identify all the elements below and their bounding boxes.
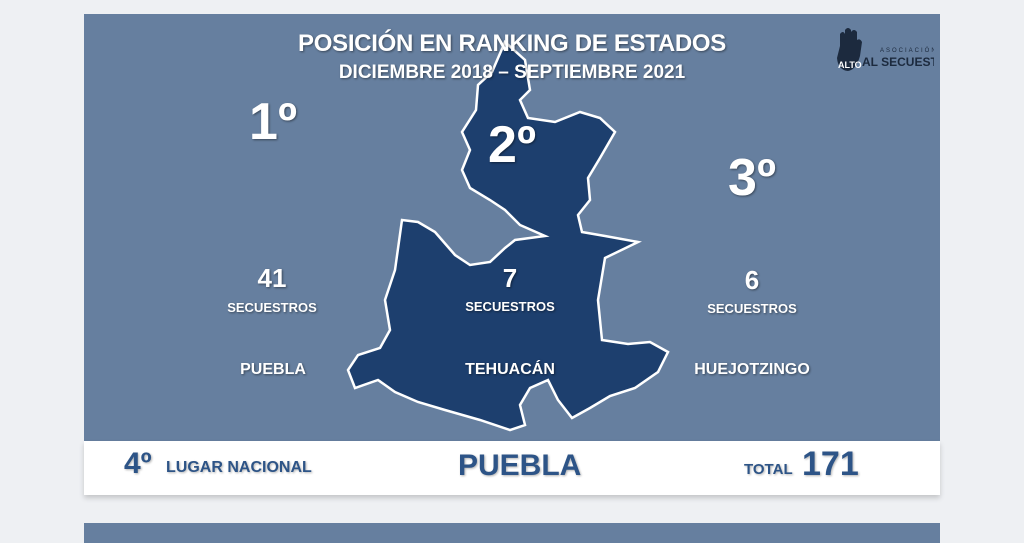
total-value: 171 [802, 445, 859, 483]
page-subtitle: DICIEMBRE 2018 – SEPTIEMBRE 2021 [338, 62, 686, 83]
total-label: TOTAL [744, 461, 793, 478]
alto-al-secuestro-logo: ALTO ASOCIACIÓN AL SECUESTRO [834, 26, 956, 74]
rank-2: 2º [488, 116, 536, 174]
count-3: 6 [744, 265, 760, 295]
unit-2: SECUESTROS [465, 299, 555, 314]
hand-icon: ALTO ASOCIACIÓN AL SECUESTRO [837, 28, 956, 71]
next-panel [84, 523, 940, 543]
unit-1: SECUESTROS [227, 300, 317, 315]
national-label: LUGAR NACIONAL [166, 459, 312, 476]
city-2: TEHUACÁN [465, 361, 555, 378]
map-shape [346, 39, 670, 432]
svg-text:ASOCIACIÓN: ASOCIACIÓN [880, 47, 934, 54]
svg-text:ALTO: ALTO [838, 60, 862, 70]
count-1: 41 [257, 263, 287, 293]
unit-3: SECUESTROS [707, 301, 797, 316]
rank-3: 3º [728, 149, 776, 207]
city-3: HUEJOTZINGO [694, 361, 810, 378]
count-2: 7 [502, 263, 518, 293]
national-position: 4º [124, 447, 152, 480]
rank-1: 1º [249, 93, 297, 151]
page-title: POSICIÓN EN RANKING DE ESTADOS [298, 30, 726, 57]
state-name: PUEBLA [458, 449, 582, 482]
svg-text:AL SECUESTRO: AL SECUESTRO [862, 55, 934, 69]
summary-bar: 4º LUGAR NACIONAL PUEBLA TOTAL 171 [84, 441, 940, 495]
city-1: PUEBLA [240, 361, 306, 378]
